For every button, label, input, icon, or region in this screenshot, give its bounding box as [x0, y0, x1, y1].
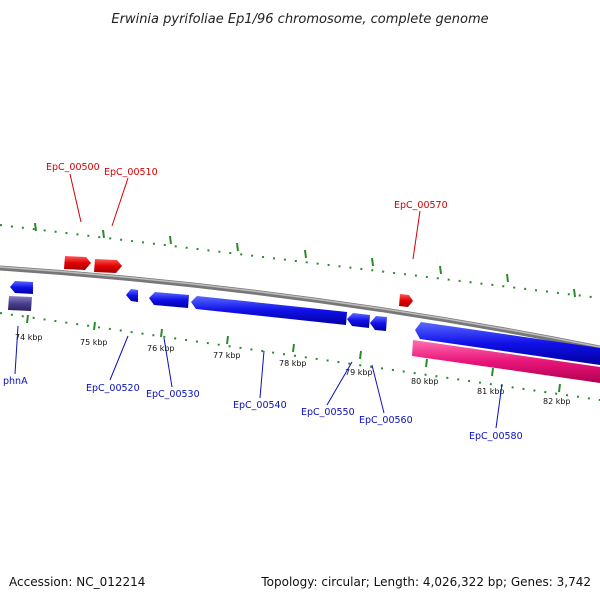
scale-label-81: 81 kbp	[477, 387, 505, 396]
leader-epc-00580	[495, 383, 503, 429]
scale-label-78: 78 kbp	[279, 359, 307, 368]
reverse-major-tick	[160, 328, 163, 338]
gene-arrow-reverse-small[interactable]	[126, 289, 138, 302]
gene-arrow-epc-00550[interactable]	[347, 313, 370, 328]
scale-label-74: 74 kbp	[15, 333, 43, 342]
scale-label-82: 82 kbp	[543, 397, 571, 406]
leader-phna	[14, 325, 19, 375]
map-title: Erwinia pyrifoliae Ep1/96 chromosome, co…	[111, 12, 488, 27]
forward-major-tick	[102, 229, 105, 239]
gene-label-epc-00500[interactable]: EpC_00500	[46, 162, 100, 173]
reverse-major-tick	[26, 314, 29, 324]
reverse-major-tick	[359, 350, 362, 360]
forward-tick-row	[0, 222, 600, 299]
leader-epc-00510	[111, 177, 129, 227]
gene-arrow-epc-00570[interactable]	[399, 294, 413, 307]
chromosome-backbone-highlight	[0, 266, 600, 348]
gene-label-epc-00570[interactable]: EpC_00570	[394, 200, 448, 211]
leader-epc-00540	[259, 350, 265, 399]
gene-label-epc-00580[interactable]: EpC_00580	[469, 431, 523, 442]
forward-major-tick	[573, 288, 576, 298]
forward-major-tick	[34, 222, 37, 232]
reverse-major-tick	[226, 335, 229, 345]
leader-epc-00550	[326, 361, 353, 406]
reverse-major-tick	[425, 358, 428, 368]
scale-label-77: 77 kbp	[213, 351, 241, 360]
gene-label-epc-00510[interactable]: EpC_00510	[104, 167, 158, 178]
leader-epc-00530	[163, 337, 173, 388]
forward-major-tick	[371, 257, 374, 267]
gene-arrow-epc-00560[interactable]	[370, 316, 387, 331]
gene-arrow-epc-00530[interactable]	[149, 292, 189, 308]
scale-label-80: 80 kbp	[411, 377, 439, 386]
gene-label-epc-00560[interactable]: EpC_00560	[359, 415, 413, 426]
reverse-tick-row	[0, 312, 600, 401]
leader-epc-00560	[371, 364, 385, 414]
scale-label-76: 76 kbp	[147, 344, 175, 353]
genome-summary-text: Topology: circular; Length: 4,026,322 bp…	[260, 575, 591, 589]
feature-pink-block[interactable]	[412, 340, 600, 383]
gene-label-epc-00530[interactable]: EpC_00530	[146, 389, 200, 400]
scale-label-79: 79 kbp	[345, 368, 373, 377]
gene-label-phna[interactable]: phnA	[3, 376, 28, 387]
forward-major-tick	[236, 242, 239, 252]
leader-epc-00500	[69, 173, 82, 223]
gene-label-epc-00520[interactable]: EpC_00520	[86, 383, 140, 394]
gene-arrow-epc-00500[interactable]	[64, 256, 91, 270]
reverse-major-tick	[491, 367, 494, 377]
forward-major-tick	[439, 265, 442, 275]
chromosome-backbone	[0, 265, 600, 351]
gene-arrow-epc-00580[interactable]	[415, 322, 600, 365]
feature-purple-block[interactable]	[8, 296, 32, 311]
leader-epc-00570	[412, 210, 421, 260]
forward-major-tick	[506, 273, 509, 283]
leader-epc-00520	[109, 335, 129, 381]
gene-label-epc-00550[interactable]: EpC_00550	[301, 407, 355, 418]
gene-arrow-phna[interactable]	[10, 281, 33, 294]
gene-arrow-epc-00540[interactable]	[191, 296, 347, 325]
reverse-major-tick	[93, 321, 96, 331]
accession-text: Accession: NC_012214	[9, 575, 145, 589]
gene-label-epc-00540[interactable]: EpC_00540	[233, 400, 287, 411]
reverse-major-tick	[292, 343, 295, 353]
forward-minor-ticks	[0, 224, 600, 299]
reverse-major-tick	[558, 383, 561, 393]
forward-major-tick	[169, 235, 172, 245]
scale-label-75: 75 kbp	[80, 338, 108, 347]
forward-major-tick	[304, 249, 307, 259]
gene-arrow-epc-00510[interactable]	[94, 259, 122, 273]
